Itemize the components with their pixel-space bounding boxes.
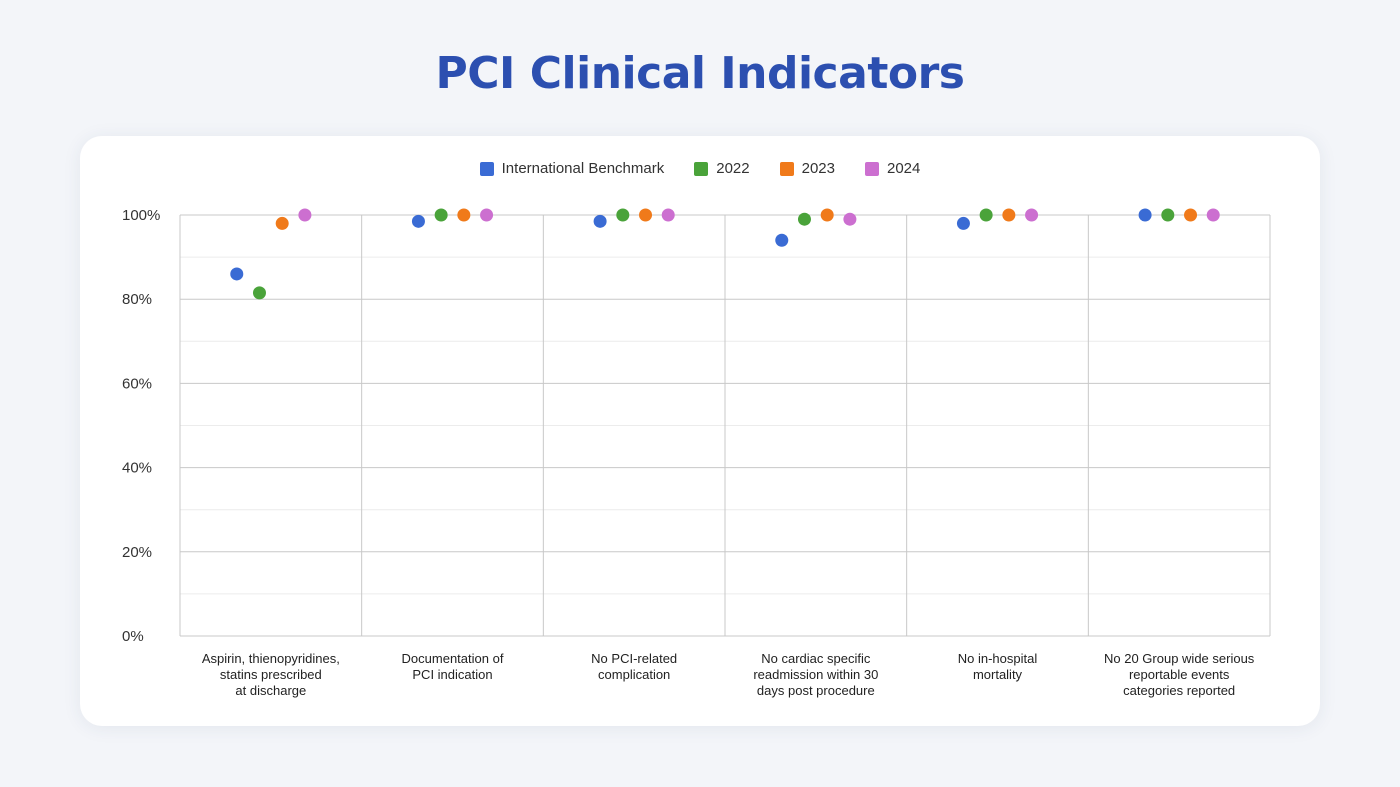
data-point [252,286,266,300]
legend-swatch [694,161,709,176]
legend-label: 2024 [886,160,921,177]
y-tick-label: 100% [122,207,160,224]
x-category-label-line: No in-hospital [958,651,1038,666]
y-tick-label: 40% [122,460,152,477]
data-point [639,208,653,222]
x-category-label-line: Documentation of [402,651,504,666]
x-category-label-line: Aspirin, thienopyridines, [202,651,340,666]
legend-label: 2022 [716,160,750,177]
x-category-label-line: at discharge [235,683,306,698]
y-tick-label: 60% [122,375,152,392]
x-category-label: No PCI-related complication [591,651,677,682]
chart-legend: International Benchmark 2022 2023 2024 [0,160,1400,177]
legend-swatch [479,161,494,176]
y-tick-label: 80% [122,291,152,308]
legend-item: 2022 [694,160,750,177]
chart-card [80,136,1320,726]
legend-item: 2023 [779,160,835,177]
data-point [411,214,425,228]
legend-label: International Benchmark [501,160,665,177]
legend-label: 2023 [801,160,835,177]
x-category-label-line: reportable events [1129,667,1230,682]
x-category-label: Documentation of PCI indication [402,651,504,682]
x-category-label-line: PCI indication [412,667,492,682]
data-point [1025,208,1039,222]
legend-item: International Benchmark [479,160,665,177]
page-title: PCI Clinical Indicators [435,48,965,99]
data-point [843,212,857,226]
x-category-label: Aspirin, thienopyridines, statins prescri… [202,651,340,698]
data-point [661,208,675,222]
data-point [480,208,494,222]
x-category-label: No cardiac specific readmission within 30… [753,651,878,698]
x-category-label-line: No cardiac specific [761,651,871,666]
x-category-label-line: No 20 Group wide serious [1104,651,1255,666]
data-point [979,208,993,222]
x-category-label-line: No PCI-related [591,651,677,666]
data-point [820,208,834,222]
data-point [616,208,630,222]
data-point [1138,208,1152,222]
data-point [298,208,312,222]
data-point [956,216,970,230]
x-category-label-line: categories reported [1123,683,1235,698]
x-category-label-line: mortality [973,667,1023,682]
legend-item: 2024 [864,160,921,177]
y-tick-label: 20% [122,544,152,561]
data-point [457,208,471,222]
legend-swatch [779,161,794,176]
x-category-label-line: complication [598,667,670,682]
data-point [775,233,789,247]
data-point [1206,208,1220,222]
data-point [593,214,607,228]
data-point [1184,208,1198,222]
data-point [275,216,289,230]
x-category-label-line: days post procedure [757,683,875,698]
x-category-label: No in-hospital mortality [958,651,1038,682]
x-category-label: No 20 Group wide serious reportable event… [1104,651,1255,698]
x-category-label-line: statins prescribed [220,667,322,682]
data-point [434,208,448,222]
data-point [1002,208,1016,222]
data-point [1161,208,1175,222]
data-point [797,212,811,226]
x-category-label-line: readmission within 30 [753,667,878,682]
y-tick-label: 0% [122,628,144,645]
legend-swatch [864,161,879,176]
data-point [230,267,244,281]
